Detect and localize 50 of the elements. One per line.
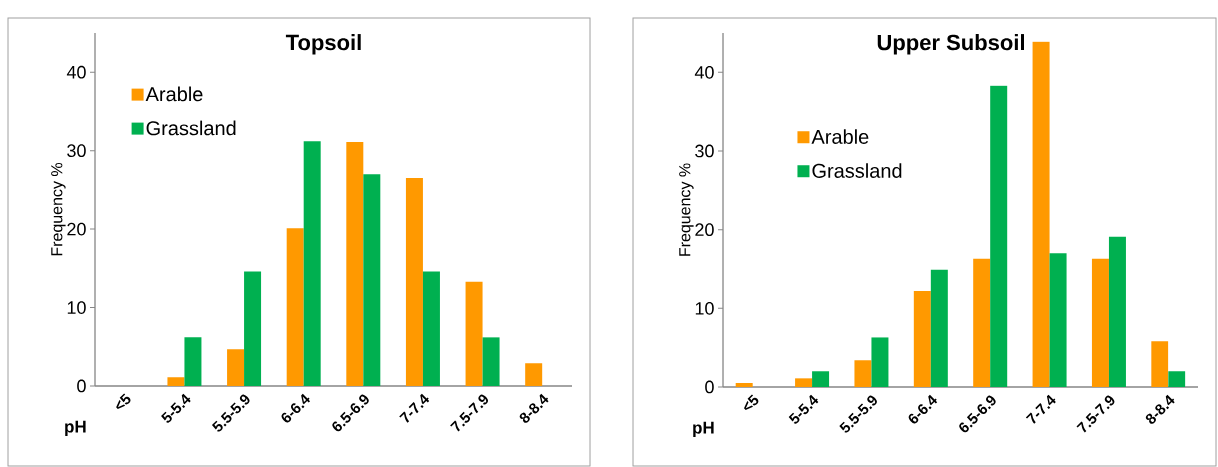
bar — [184, 337, 202, 386]
x-axis-title: pH — [693, 421, 714, 438]
y-tick-label: 10 — [67, 301, 86, 314]
bar — [973, 258, 991, 387]
y-axis-title: Frequency % — [679, 163, 694, 256]
bar — [1049, 253, 1067, 387]
x-axis-title: pH — [65, 420, 86, 436]
legend-label: Grassland — [146, 120, 236, 136]
bar — [405, 178, 423, 386]
bar — [812, 371, 830, 387]
bar — [795, 378, 813, 387]
legend-label: Arable — [145, 86, 203, 102]
bar — [244, 271, 262, 386]
chart-title: Topsoil — [285, 34, 361, 55]
chart-title: Upper Subsoil — [877, 34, 1024, 55]
y-tick-label: 10 — [695, 301, 714, 315]
bar — [167, 377, 185, 386]
bar — [303, 141, 321, 386]
bar — [990, 85, 1008, 387]
bar — [871, 337, 889, 387]
y-tick-label: 0 — [705, 380, 714, 394]
legend-label: Grassland — [812, 163, 902, 178]
bar — [482, 337, 500, 386]
y-tick-label: 30 — [695, 144, 714, 158]
y-tick-label: 30 — [67, 144, 86, 158]
bar — [363, 174, 381, 386]
bar — [735, 383, 753, 387]
bar — [346, 142, 364, 386]
bar — [422, 271, 440, 386]
bar — [930, 269, 948, 387]
bar — [1151, 341, 1169, 387]
bar — [525, 363, 543, 386]
bar — [913, 291, 931, 387]
y-axis-title: Frequency % — [51, 162, 66, 256]
y-tick-label: 40 — [694, 65, 714, 79]
bar — [1108, 236, 1126, 387]
bar — [1091, 258, 1109, 387]
bar — [1168, 371, 1186, 387]
x-tick-label: <5 — [116, 393, 131, 409]
bar — [1032, 41, 1050, 387]
bar — [854, 360, 872, 387]
bar — [286, 228, 304, 386]
legend-label: Arable — [811, 129, 869, 144]
y-tick-label: 20 — [67, 222, 86, 236]
bar — [465, 281, 483, 386]
y-tick-label: 40 — [66, 65, 86, 79]
y-tick-label: 0 — [77, 379, 86, 393]
y-tick-label: 20 — [695, 223, 714, 237]
bar — [227, 349, 245, 386]
x-tick-label: <5 — [744, 394, 759, 410]
